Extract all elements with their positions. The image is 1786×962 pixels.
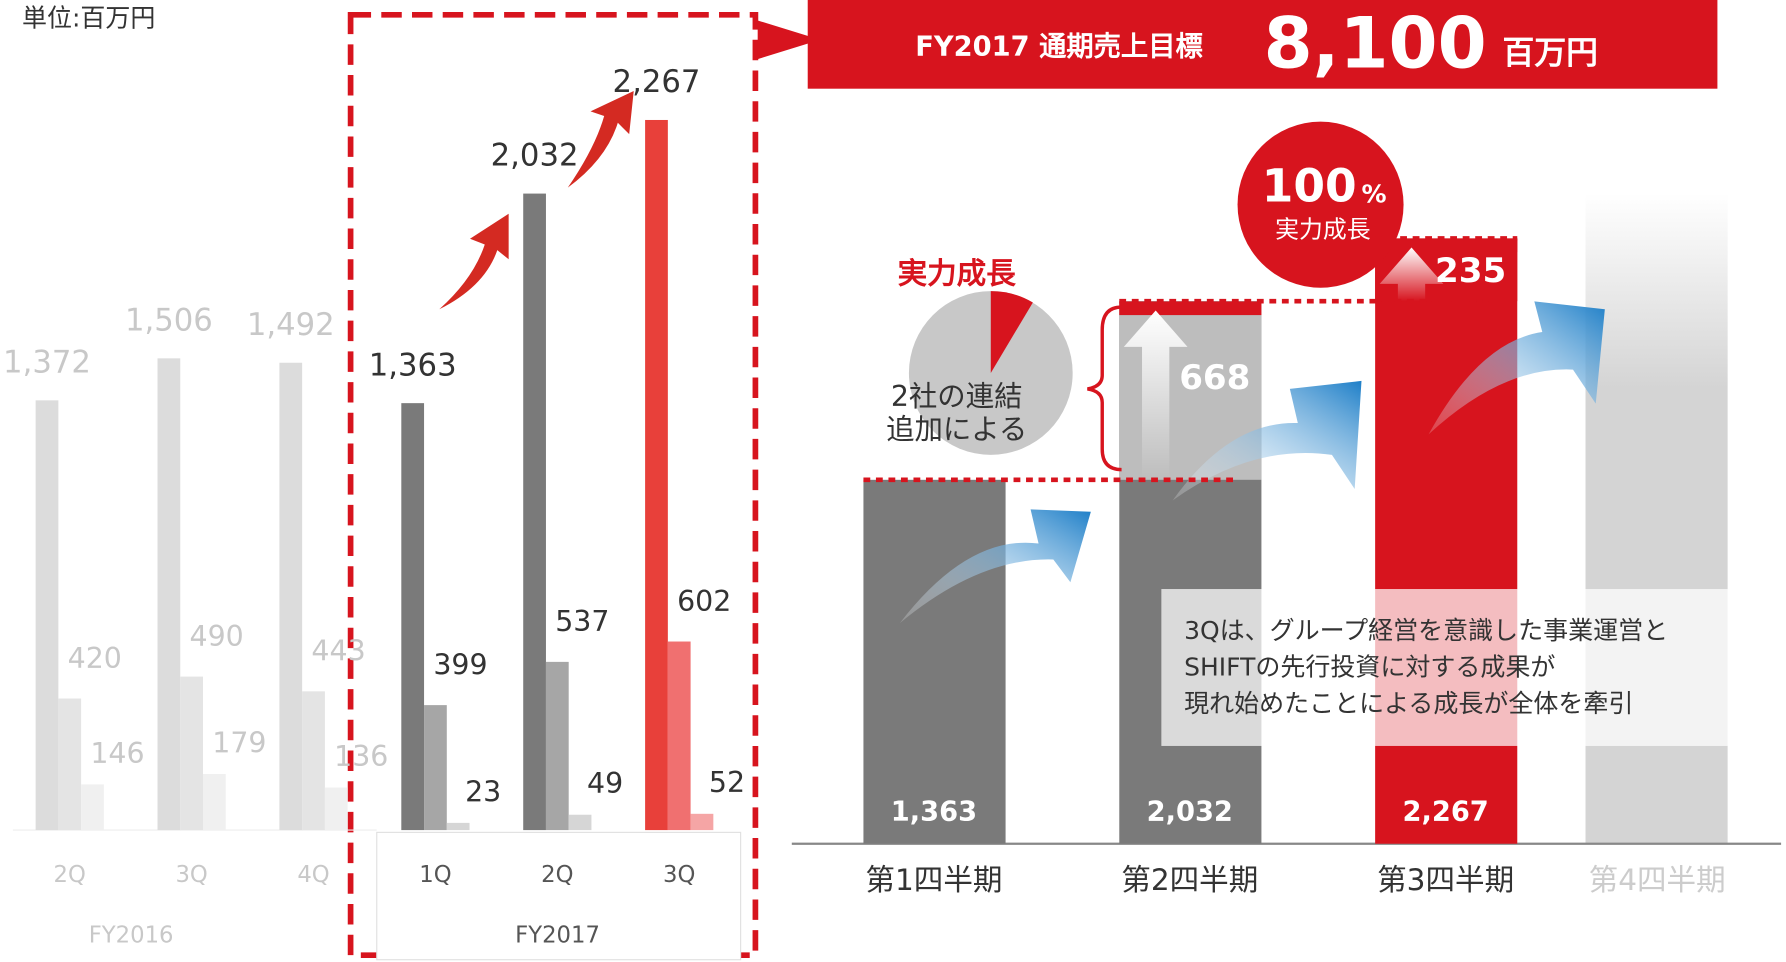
bar [401,403,424,830]
target-title: FY2017 通期売上目標 [915,31,1203,62]
value-label: 2,267 [613,65,701,100]
bar [58,699,81,831]
bar [36,400,59,830]
value-label: 1,506 [125,303,213,338]
value-label: 490 [190,620,244,653]
pie-note: 追加による [886,413,1027,446]
bar [424,705,447,830]
group-label: FY2016 [89,922,174,948]
increment-cap [1119,301,1261,315]
target-value: 8,100 [1264,2,1487,84]
bar [645,120,668,830]
unit-label: 単位:百万円 [22,3,155,32]
value-label: 1,492 [247,308,335,343]
x-tick-label: 2Q [541,862,573,888]
pie-note: 2社の連結 [891,380,1023,413]
value-label: 49 [587,767,623,800]
value-label: 537 [555,605,609,638]
x-tick-label: 第1四半期 [865,863,1002,897]
bar [81,784,104,830]
badge-label: 実力成長 [1275,215,1371,243]
bar [325,787,348,830]
bar [523,194,546,831]
x-tick-label: 3Q [175,862,207,888]
bar [302,691,325,830]
bar [691,814,714,830]
value-label: 1,363 [369,348,457,383]
value-label: 146 [90,737,144,770]
note-line: 現れ始めたことによる成長が全体を牽引 [1184,689,1633,718]
value-label: 179 [212,726,266,759]
page: 単位:百万円 FY2017 通期売上目標 8,100 百万円 実力成長 2社の連… [0,0,1786,962]
bar [203,774,226,830]
x-tick-label: 1Q [419,862,451,888]
value-label: 602 [677,585,731,618]
value-label: 1,372 [3,345,91,380]
increment-label: 668 [1179,358,1250,398]
bar [279,363,302,830]
x-tick-label: 4Q [297,862,329,888]
value-label: 136 [334,740,388,773]
bar [569,815,592,830]
bar [863,480,1005,844]
value-label: 52 [709,766,745,799]
value-label: 399 [433,648,487,681]
x-tick-label: 第4四半期 [1589,863,1726,897]
value-label: 2,032 [491,139,579,174]
bar [668,642,691,831]
increment-cap [1375,238,1517,252]
group-label: FY2017 [515,922,600,948]
value-label: 1,363 [891,797,977,828]
value-label: 2,032 [1147,797,1233,828]
value-label: 420 [68,642,122,675]
bar [546,662,569,830]
bar [1375,238,1517,843]
bar [158,358,181,830]
increment-label: 235 [1435,251,1506,291]
note-line: 3Qは、グループ経営を意識した事業運営と [1184,616,1668,645]
bar [180,677,203,830]
target-unit: 百万円 [1503,34,1599,72]
x-tick-label: 第3四半期 [1377,863,1514,897]
value-label: 23 [465,775,501,808]
bar [447,823,470,830]
placeholder-bar [1586,193,1728,843]
badge-number: 100 [1262,159,1357,212]
x-tick-label: 第2四半期 [1121,863,1258,897]
x-tick-label: 3Q [663,862,695,888]
brace [1087,307,1121,470]
badge-unit: % [1361,180,1386,209]
value-label: 2,267 [1402,797,1488,828]
note-line: SHIFTの先行投資に対する成果が [1184,653,1555,682]
pie-label: 実力成長 [898,257,1017,291]
x-tick-label: 2Q [54,862,86,888]
value-label: 443 [311,635,365,668]
